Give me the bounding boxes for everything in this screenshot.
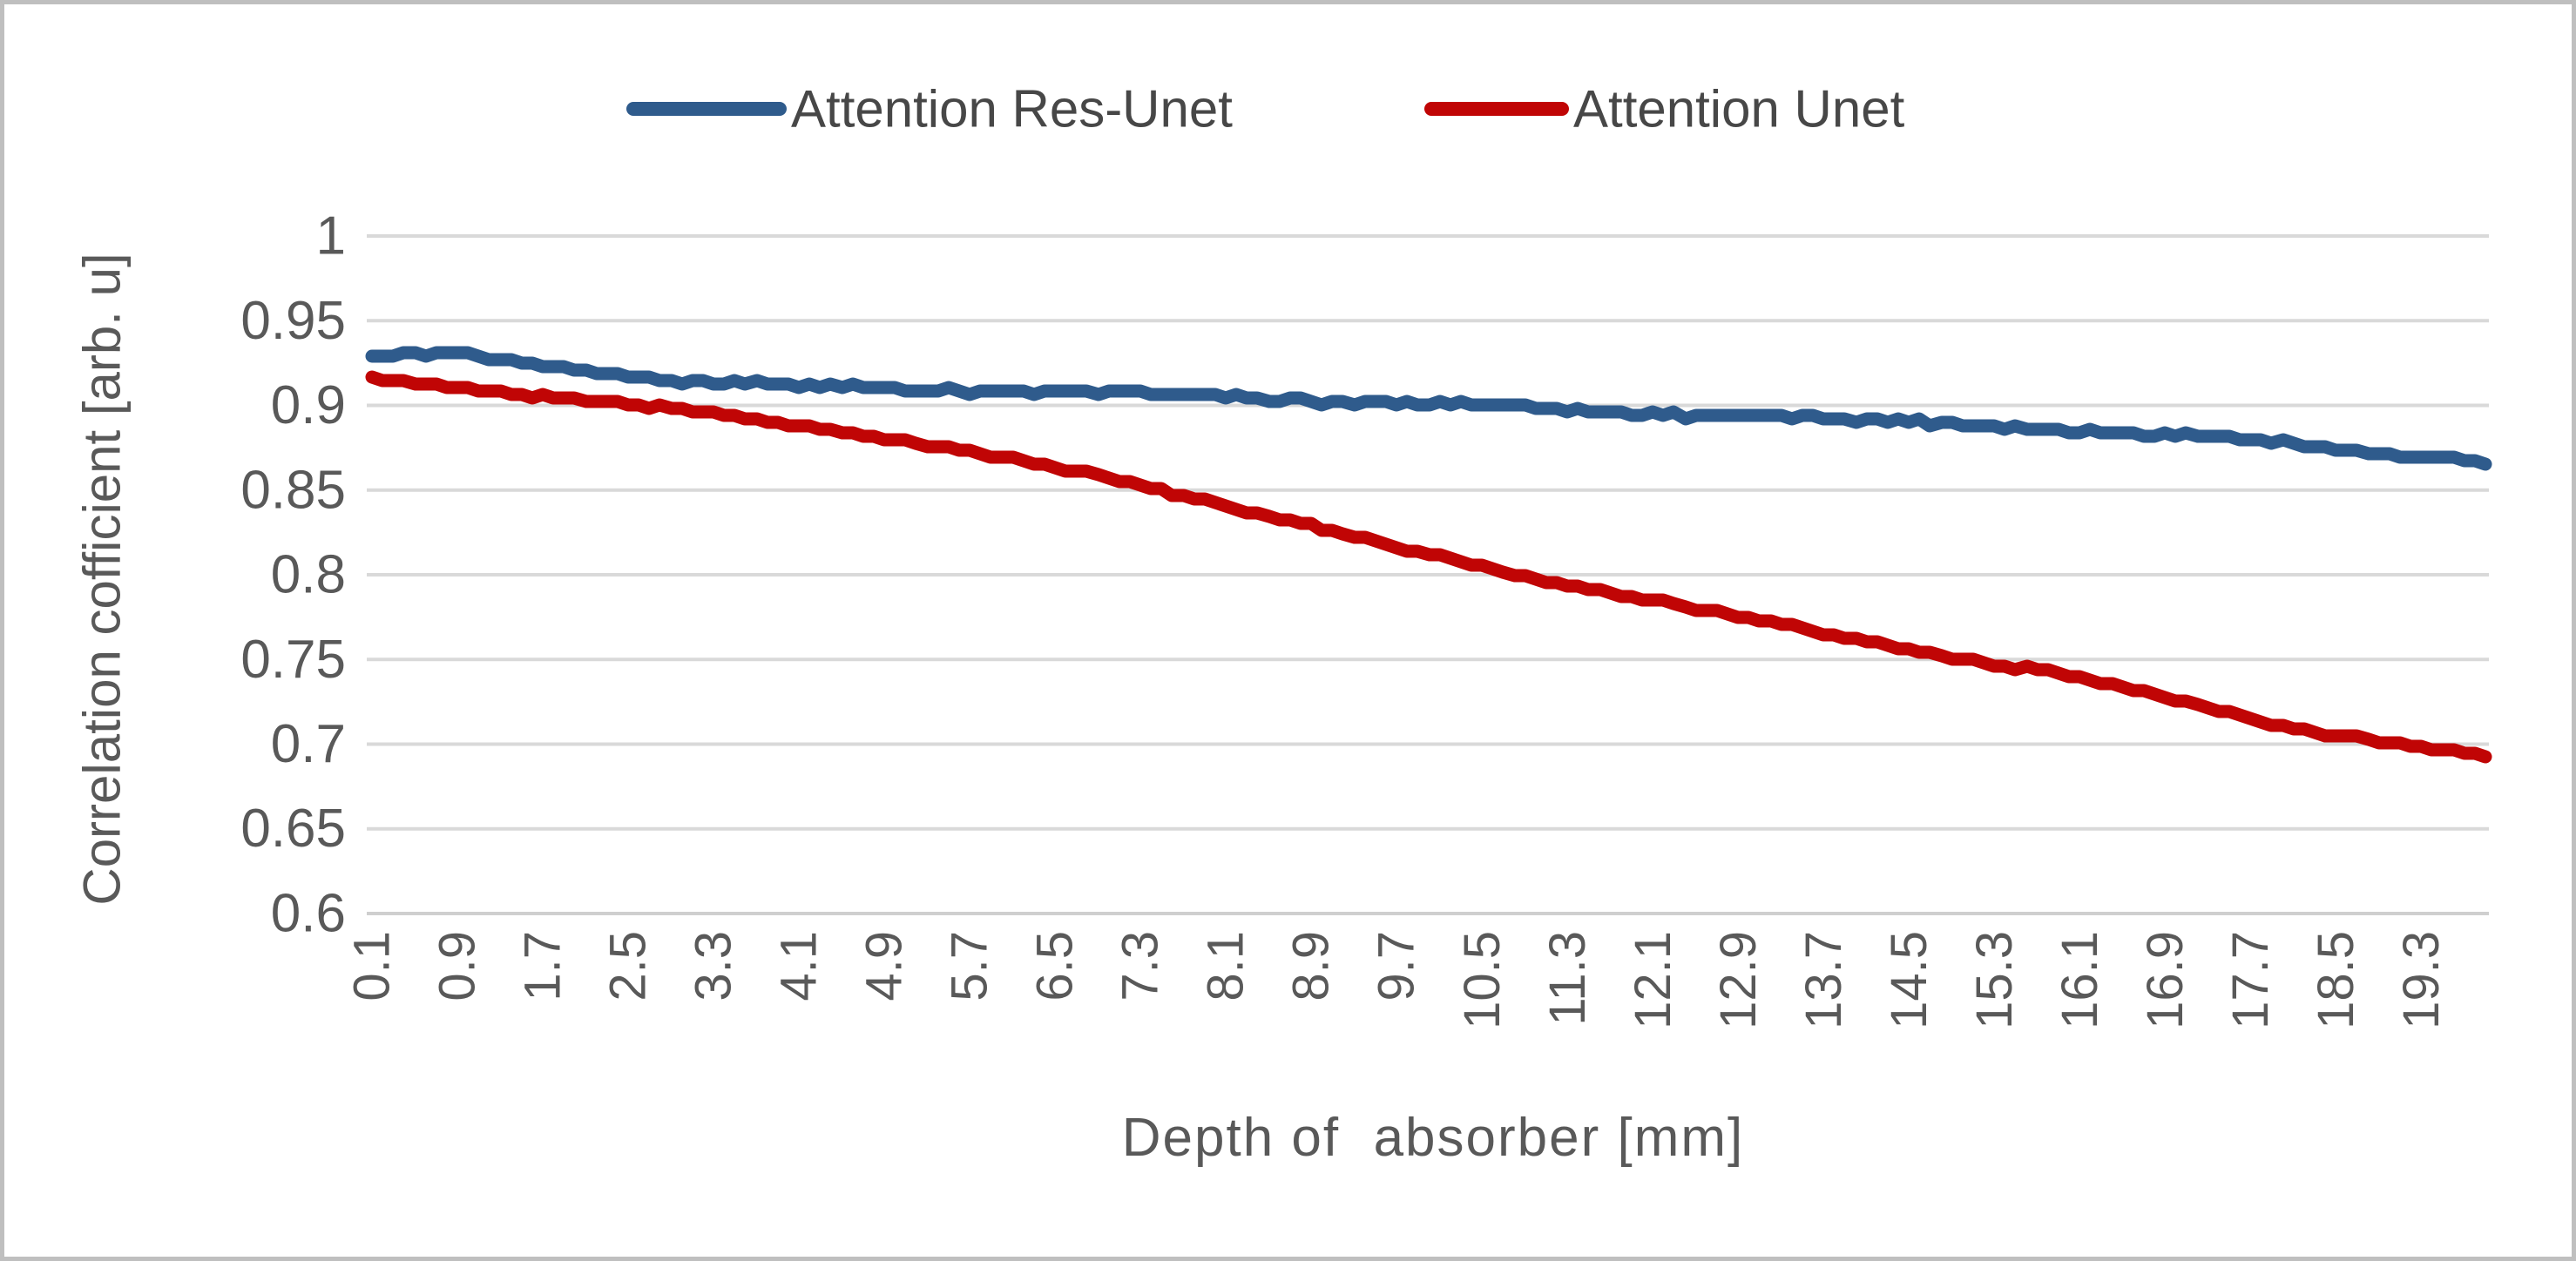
y-tick-label: 0.65 <box>240 799 346 859</box>
x-tick-label: 7.3 <box>1112 931 1169 1001</box>
y-tick-label: 0.8 <box>271 545 346 605</box>
x-tick-label: 18.5 <box>2308 931 2364 1029</box>
y-tick-label: 0.6 <box>271 884 346 944</box>
x-tick-label: 11.3 <box>1539 931 1596 1026</box>
y-tick-label: 0.85 <box>240 460 346 520</box>
y-tick-label: 0.7 <box>271 714 346 774</box>
y-tick-labels-group: 1 0.95 0.9 0.85 0.8 0.75 0.7 0.65 0.6 <box>240 206 346 944</box>
legend-label-unet: Attention Unet <box>1573 80 1905 138</box>
x-tick-label: 2.5 <box>600 931 657 1001</box>
y-tick-label: 1 <box>316 206 346 266</box>
x-tick-label: 0.9 <box>429 931 486 1001</box>
y-tick-label: 0.75 <box>240 630 346 690</box>
chart-canvas: 1 0.95 0.9 0.85 0.8 0.75 0.7 0.65 0.6 0.1 0.9 1.7 2… <box>73 80 2492 1168</box>
x-tick-label: 4.1 <box>771 931 828 1001</box>
legend: Attention Res-Unet Attention Unet <box>626 80 1905 138</box>
x-tick-label: 6.5 <box>1027 931 1084 1001</box>
x-tick-label: 8.1 <box>1198 931 1254 1001</box>
x-tick-label: 4.9 <box>856 931 913 1001</box>
x-tick-label: 13.7 <box>1795 931 1852 1029</box>
series-line-attention-res-unet <box>365 346 2492 471</box>
x-tick-label: 9.7 <box>1369 931 1425 1001</box>
series-line-attention-unet <box>365 370 2492 764</box>
x-tick-label: 16.1 <box>2052 931 2108 1029</box>
series-group <box>365 346 2492 764</box>
x-tick-label: 14.5 <box>1881 931 1937 1029</box>
x-tick-labels-group: 0.1 0.9 1.7 2.5 3.3 4.1 4.9 5.7 6.5 7.3 8.1 8.9 9.7 1… <box>344 931 2451 1029</box>
x-tick-label: 12.1 <box>1625 931 1681 1029</box>
x-tick-label: 15.3 <box>1966 931 2023 1029</box>
legend-label-res-unet: Attention Res-Unet <box>791 80 1233 138</box>
x-tick-label: 5.7 <box>942 931 998 1001</box>
x-tick-label: 17.7 <box>2222 931 2279 1029</box>
x-tick-label: 1.7 <box>515 931 571 1001</box>
y-axis-title: Correlation cofficient [arb. u] <box>73 253 132 905</box>
x-tick-label: 10.5 <box>1454 931 1511 1029</box>
x-tick-label: 12.9 <box>1710 931 1767 1029</box>
x-tick-label: 3.3 <box>686 931 742 1001</box>
y-tick-label: 0.9 <box>271 375 346 435</box>
x-tick-label: 19.3 <box>2393 931 2450 1029</box>
x-tick-label: 16.9 <box>2137 931 2194 1029</box>
gridlines-group <box>367 234 2489 915</box>
x-tick-label: 8.9 <box>1283 931 1340 1001</box>
x-tick-label: 0.1 <box>344 931 401 1001</box>
y-tick-label: 0.95 <box>240 291 346 351</box>
x-axis-title: Depth of absorber [mm] <box>1122 1108 1745 1168</box>
